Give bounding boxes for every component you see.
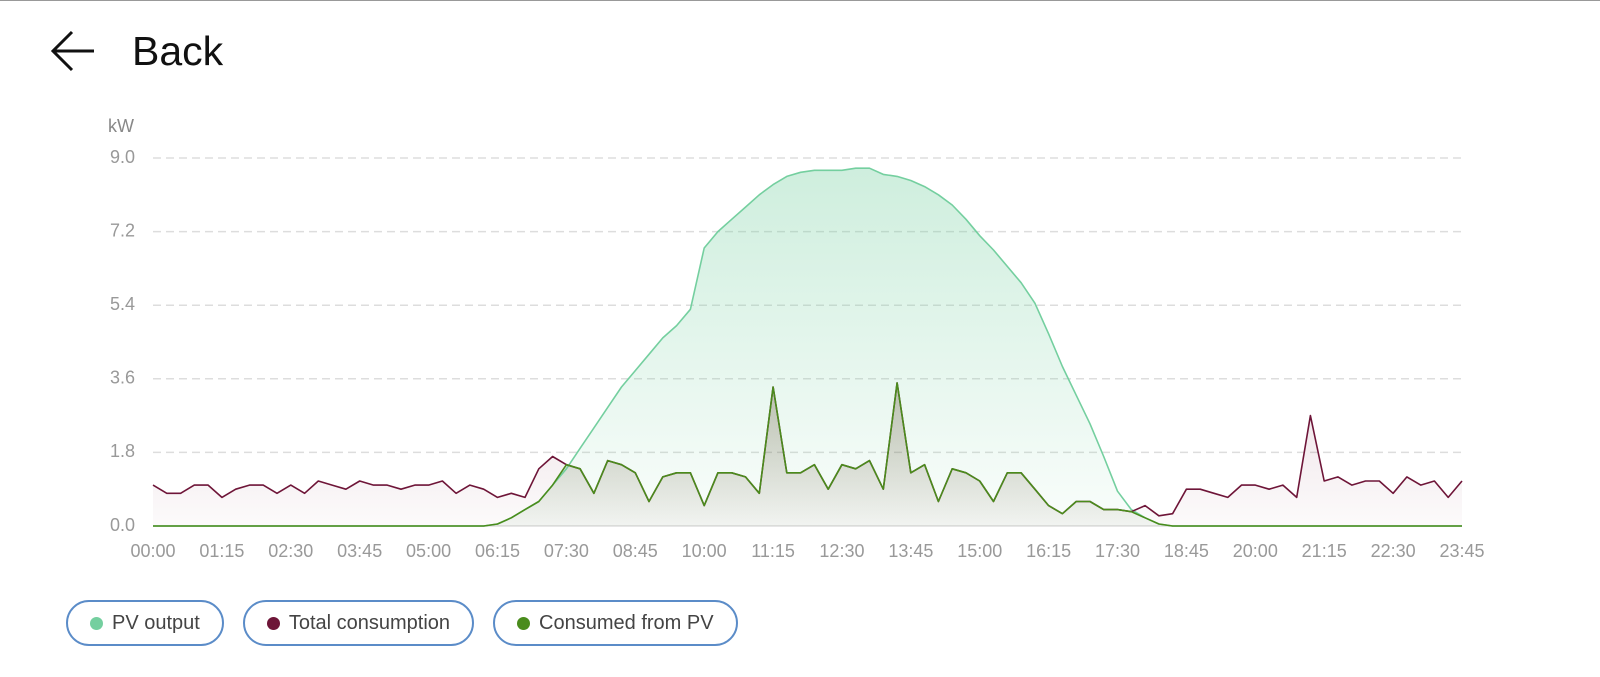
x-tick-label: 23:45	[1439, 541, 1484, 561]
series-area	[153, 382, 1462, 526]
legend-item[interactable]: Consumed from PV	[493, 600, 738, 646]
back-button[interactable]: Back	[48, 26, 223, 76]
y-tick-label: 1.8	[110, 441, 135, 461]
series-area	[153, 382, 1462, 526]
x-tick-label: 08:45	[613, 541, 658, 561]
legend: PV output Total consumption Consumed from …	[66, 600, 738, 646]
x-tick-label: 01:15	[199, 541, 244, 561]
back-arrow	[50, 30, 94, 72]
x-tick-label: 17:30	[1095, 541, 1140, 561]
series-area	[153, 168, 1462, 526]
y-tick-label: 0.0	[110, 515, 135, 535]
x-tick-label: 00:00	[130, 541, 175, 561]
x-tick-label: 18:45	[1164, 541, 1209, 561]
legend-swatch	[90, 616, 103, 630]
y-axis-label: kW	[108, 116, 134, 136]
x-tick-label: 15:00	[957, 541, 1002, 561]
top-border	[0, 0, 1600, 1]
x-tick-label: 06:15	[475, 541, 520, 561]
series-line	[153, 382, 1462, 527]
legend-item[interactable]: Total consumption	[242, 600, 475, 646]
legend-label: PV output	[112, 611, 200, 634]
x-tick-label: 10:00	[682, 541, 727, 561]
x-tick-label: 20:00	[1233, 541, 1278, 561]
y-tick-label: 3.6	[110, 368, 135, 388]
x-tick-label: 02:30	[268, 541, 313, 561]
x-tick-label: 22:30	[1371, 541, 1416, 561]
x-tick-label: 03:45	[337, 541, 382, 561]
x-tick-label: 05:00	[406, 541, 451, 561]
legend-swatch	[517, 616, 531, 630]
back-label: Back	[132, 27, 224, 74]
legend-swatch	[266, 616, 280, 630]
legend-label: Total consumption	[288, 611, 451, 634]
legend-item[interactable]: PV output	[66, 600, 224, 646]
x-tick-label: 07:30	[544, 541, 589, 561]
y-tick-label: 9.0	[110, 147, 135, 167]
x-tick-label: 13:45	[888, 541, 933, 561]
y-tick-label: 7.2	[110, 220, 135, 240]
x-tick-label: 21:15	[1302, 541, 1347, 561]
x-tick-label: 12:30	[819, 541, 864, 561]
legend-label: Consumed from PV	[539, 611, 714, 634]
x-tick-label: 16:15	[1026, 541, 1071, 561]
chart: kW 0.0 1.8 3.6 5.4 7.2 9.0 00:00 01:15 02:30 03:4…	[108, 116, 1485, 561]
y-tick-label: 5.4	[110, 294, 135, 314]
x-tick-label: 11:15	[751, 541, 795, 561]
